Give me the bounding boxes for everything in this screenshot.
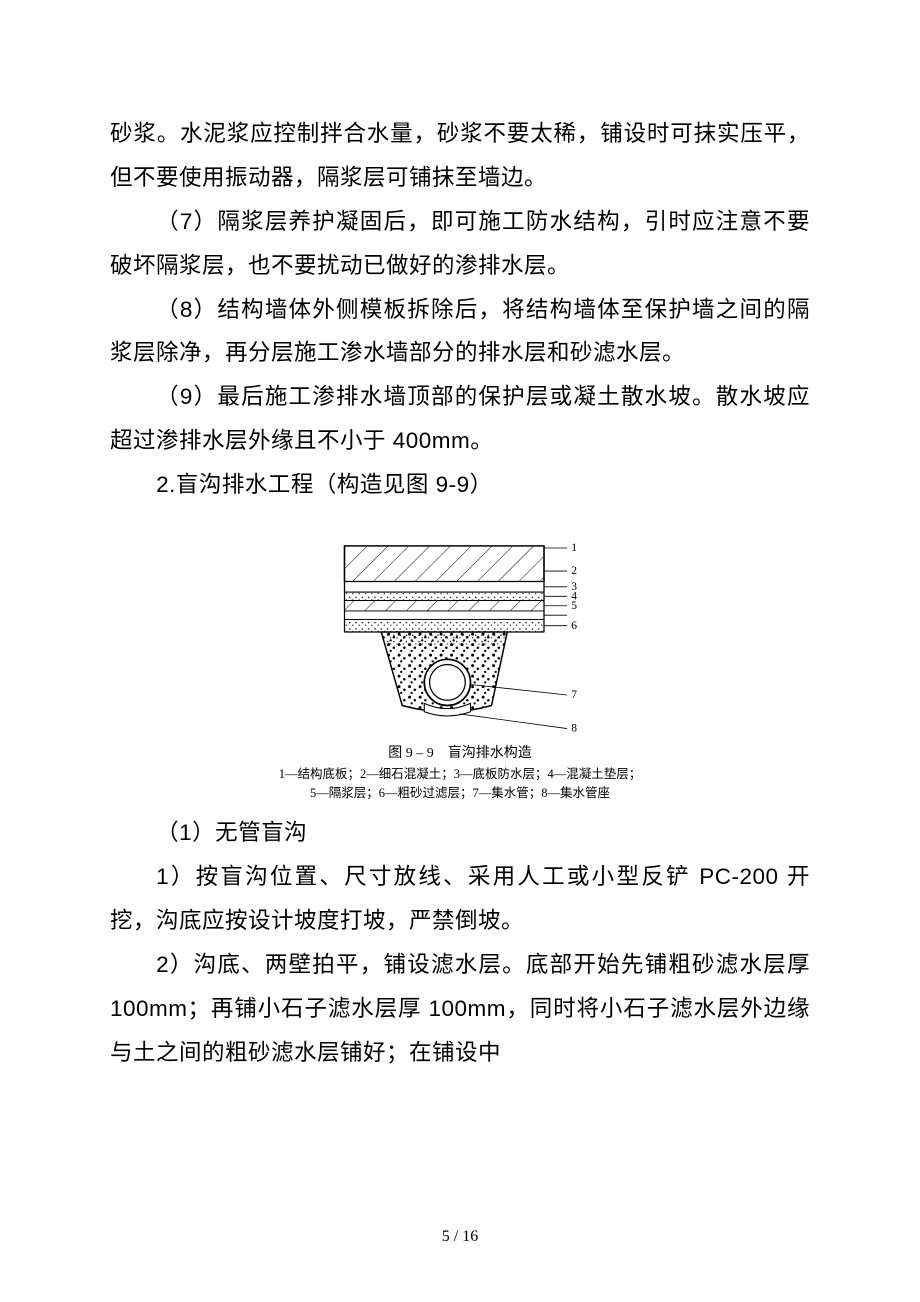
figure-title: 图 9 – 9 盲沟排水构造 [279,743,642,765]
figure-9-9: 1 2 3 4 5 6 7 8 图 9 – 9 盲沟排水构造 1—结构底板；2—… [110,527,810,803]
fig-label-1: 1 [571,542,577,554]
paragraph: 2.盲沟排水工程（构造见图 9-9） [110,463,810,507]
fig-label-7: 7 [571,689,577,701]
paragraph: （7）隔浆层养护凝固后，即可施工防水结构，引时应注意不要破坏隔浆层，也不要扰动已… [110,200,810,288]
fig-label-6: 6 [571,620,577,632]
paragraph: 1）按盲沟位置、尺寸放线、采用人工或小型反铲 PC-200 开挖，沟底应按设计坡… [110,855,810,943]
figure-legend-1: 1—结构底板；2—细石混凝土；3—底板防水层；4—混凝土垫层； [279,765,642,784]
paragraph: （8）结构墙体外侧模板拆除后，将结构墙体至保护墙之间的隔浆层除净，再分层施工渗水… [110,288,810,376]
page-number: 5 / 16 [0,1228,920,1246]
paragraph: 砂浆。水泥浆应控制拌合水量，砂浆不要太稀，铺设时可抹实压平，但不要使用振动器，隔… [110,112,810,200]
fig-label-5: 5 [571,600,577,612]
figure-caption: 图 9 – 9 盲沟排水构造 1—结构底板；2—细石混凝土；3—底板防水层；4—… [279,743,642,803]
fig-label-8: 8 [571,723,577,735]
paragraph: 2）沟底、两壁拍平，铺设滤水层。底部开始先铺粗砂滤水层厚 100mm；再铺小石子… [110,943,810,1075]
paragraph: （1）无管盲沟 [110,811,810,855]
fig-label-2: 2 [571,565,577,577]
paragraph: （9）最后施工渗排水墙顶部的保护层或凝土散水坡。散水坡应超过渗排水层外缘且不小于… [110,375,810,463]
figure-legend-2: 5—隔浆层；6—粗砂过滤层；7—集水管；8—集水管座 [279,784,642,803]
blind-drain-diagram: 1 2 3 4 5 6 7 8 [315,527,605,737]
